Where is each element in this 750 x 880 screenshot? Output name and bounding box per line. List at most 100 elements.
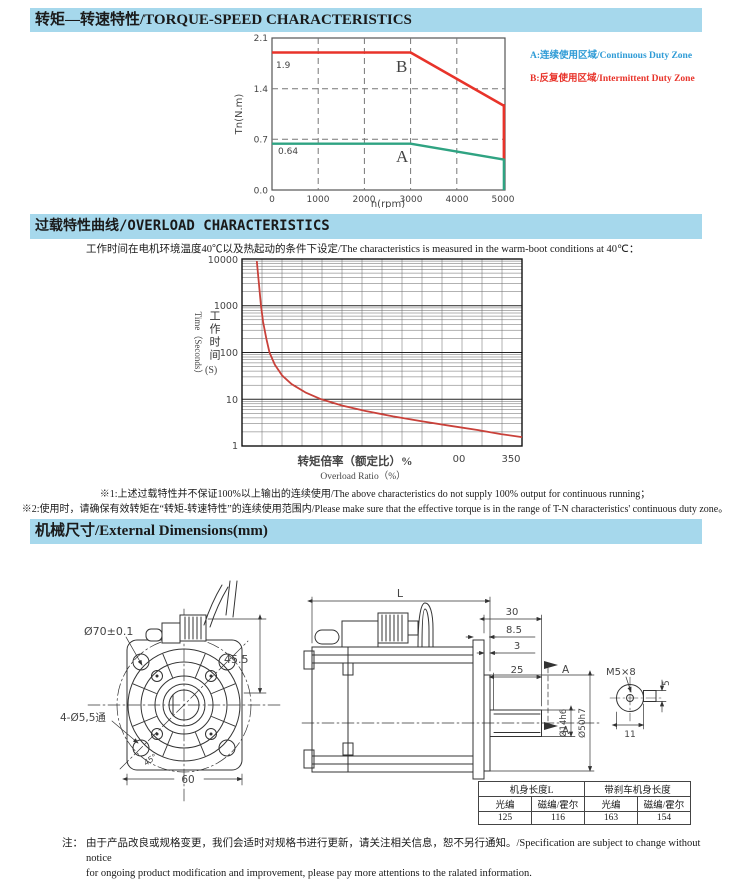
ol-y-axis-unit: (S) <box>205 365 217 376</box>
y-tick: 2.1 <box>254 34 268 44</box>
dim-25 <box>488 672 543 711</box>
overload-note-2: ※2:使用时，请确保有效转矩在“转矩-转速特性”的连续使用范围内/Please … <box>21 504 729 515</box>
curve-continuous-A <box>272 142 506 190</box>
motor-side-view: L 30 8.5 3 25 A A Ø14h6 Ø50h7 M5×8 5 11 <box>301 587 672 780</box>
dim-shaft-dia <box>541 705 576 738</box>
ts-x-axis-label: n(rpm) <box>371 199 405 208</box>
motor-front-view: Ø70±0.1 45.5 4-Ø5,5通 45° 60 <box>60 580 281 802</box>
curve-a-label: A <box>396 147 409 166</box>
group-header-brake-length: 带刹车机身长度 <box>584 781 691 797</box>
x-tick: 3000 <box>400 195 423 205</box>
value-cell: 154 <box>637 811 691 825</box>
label-key-height: 5 <box>662 680 672 686</box>
front-connector-assembly <box>145 580 238 644</box>
x-tick: 1000 <box>307 195 330 205</box>
col-header: 光编 <box>478 796 532 812</box>
ts-plot-box <box>271 37 506 191</box>
col-header: 光编 <box>584 796 638 812</box>
y-tick: 10000 <box>208 255 238 266</box>
section-header-overload: 过载特性曲线/OVERLOAD CHARACTERISTICS <box>30 214 702 239</box>
label-key-width: 11 <box>624 730 635 740</box>
front-spokes <box>132 653 236 757</box>
ol-x-tick-300: 00 <box>453 454 466 465</box>
curve-intermittent-B <box>272 51 506 160</box>
dim-60 <box>122 773 243 786</box>
section3-title: 机械尺寸/External Dimensions(mm) <box>35 523 268 539</box>
overload-note-1: ※1:上述过载特性并不保证100%以上输出的连续使用/The above cha… <box>99 489 651 500</box>
label-height-45-5: 45.5 <box>224 653 249 666</box>
ol-minor-grid <box>242 259 522 446</box>
label-8-5: 8.5 <box>506 625 522 636</box>
footer-note-line1: 由于产品改良或规格变更，我们会适时对规格书进行更新，请关注相关信息，恕不另行通知… <box>86 838 701 864</box>
y-tick: 0.7 <box>254 136 268 146</box>
label-shaft-dia: Ø14h6 <box>558 709 569 737</box>
ts-grid-lines <box>272 38 505 190</box>
dim-45-5 <box>207 614 267 694</box>
x-tick: 2000 <box>353 195 376 205</box>
footer-note-label: 注： <box>62 838 83 849</box>
label-section-a2: A <box>562 725 570 737</box>
leader-bolt-circle <box>125 636 143 666</box>
label-bolt-circle: Ø70±0.1 <box>84 625 133 638</box>
screw-heads <box>151 670 217 740</box>
motor-body <box>303 646 474 773</box>
label-length-L: L <box>397 587 404 600</box>
side-connector-assembly <box>314 602 434 648</box>
ol-y-axis-label-cn: 工作时间 <box>208 310 220 362</box>
curve-b-label: B <box>396 57 407 76</box>
x-tick: 4000 <box>446 195 469 205</box>
shaft-end-detail <box>609 676 667 730</box>
section-a-markers <box>544 661 558 730</box>
value-cell: 125 <box>478 811 532 825</box>
overload-chart: 10000 1000 100 10 1 Time（Seconds） (S) 转矩… <box>193 255 523 482</box>
ol-x-axis-label-cn: 转矩倍率（额定比）% <box>298 454 413 468</box>
ol-plot-box <box>241 258 523 447</box>
front-circles <box>127 648 241 762</box>
ol-x-tick-350: 350 <box>501 454 520 465</box>
label-width-60: 60 <box>181 774 194 786</box>
legend-continuous-zone: A:连续使用区域/Continuous Duty Zone <box>530 51 693 61</box>
col-header: 磁编/霍尔 <box>637 796 691 812</box>
label-spigot-dia: Ø50h7 <box>577 708 588 738</box>
label-key-thread: M5×8 <box>606 667 636 678</box>
label-angle-45: 45° <box>142 752 159 768</box>
ol-x-axis-label-en: Overload Ratio（%） <box>320 470 405 482</box>
overload-curve <box>255 261 523 438</box>
y-tick: 1000 <box>214 301 238 312</box>
section2-title: 过载特性曲线/OVERLOAD CHARACTERISTICS <box>35 218 330 234</box>
label-30: 30 <box>506 607 519 618</box>
dim-L <box>307 596 491 672</box>
body-length-table: 机身长度L 带刹车机身长度 光编 磁编/霍尔 光编 磁编/霍尔 125 116 … <box>478 781 691 825</box>
ol-y-axis-label-en: Time（Seconds） <box>193 312 203 379</box>
b-rated-value: 1.9 <box>276 61 291 71</box>
table-row: 125 116 163 154 <box>478 811 691 825</box>
y-tick: 0.0 <box>254 187 269 197</box>
label-3: 3 <box>514 641 520 652</box>
group-header-body-length: 机身长度L <box>478 781 585 797</box>
section1-title: 转矩—转速特性/TORQUE-SPEED CHARACTERISTICS <box>35 12 412 28</box>
label-section-a1: A <box>562 664 570 676</box>
x-tick: 0 <box>269 195 275 205</box>
value-cell: 116 <box>531 811 585 825</box>
a-rated-value: 0.64 <box>278 147 298 157</box>
ts-y-ticks: 2.1 1.4 0.7 0.0 <box>254 34 269 197</box>
overload-subtitle: 工作时间在电机环境温度40℃以及热起动的条件下设定/The characteri… <box>86 244 640 255</box>
value-cell: 163 <box>584 811 638 825</box>
ts-legend: A:连续使用区域/Continuous Duty Zone B:反复使用区域/I… <box>530 47 695 93</box>
label-4-holes: 4-Ø5,5通 <box>60 712 106 724</box>
y-tick: 1.4 <box>254 85 269 95</box>
col-header: 磁编/霍尔 <box>531 796 585 812</box>
section-header-torque-speed: 转矩—转速特性/TORQUE-SPEED CHARACTERISTICS <box>30 8 702 32</box>
dim-30 <box>479 614 543 707</box>
label-25: 25 <box>511 665 524 676</box>
footer-note-line2: for ongoing product modification and imp… <box>86 868 532 879</box>
flange-and-shaft <box>472 639 542 780</box>
footer-note: 注： 由于产品改良或规格变更，我们会适时对规格书进行更新，请关注相关信息，恕不另… <box>62 836 712 880</box>
y-tick: 100 <box>220 348 238 359</box>
leader-holes <box>111 720 139 744</box>
ts-y-axis-label: Tn(N.m) <box>234 94 245 136</box>
dim-spigot-dia <box>489 670 595 772</box>
y-tick: 1 <box>232 441 238 452</box>
mounting-holes <box>132 653 236 757</box>
